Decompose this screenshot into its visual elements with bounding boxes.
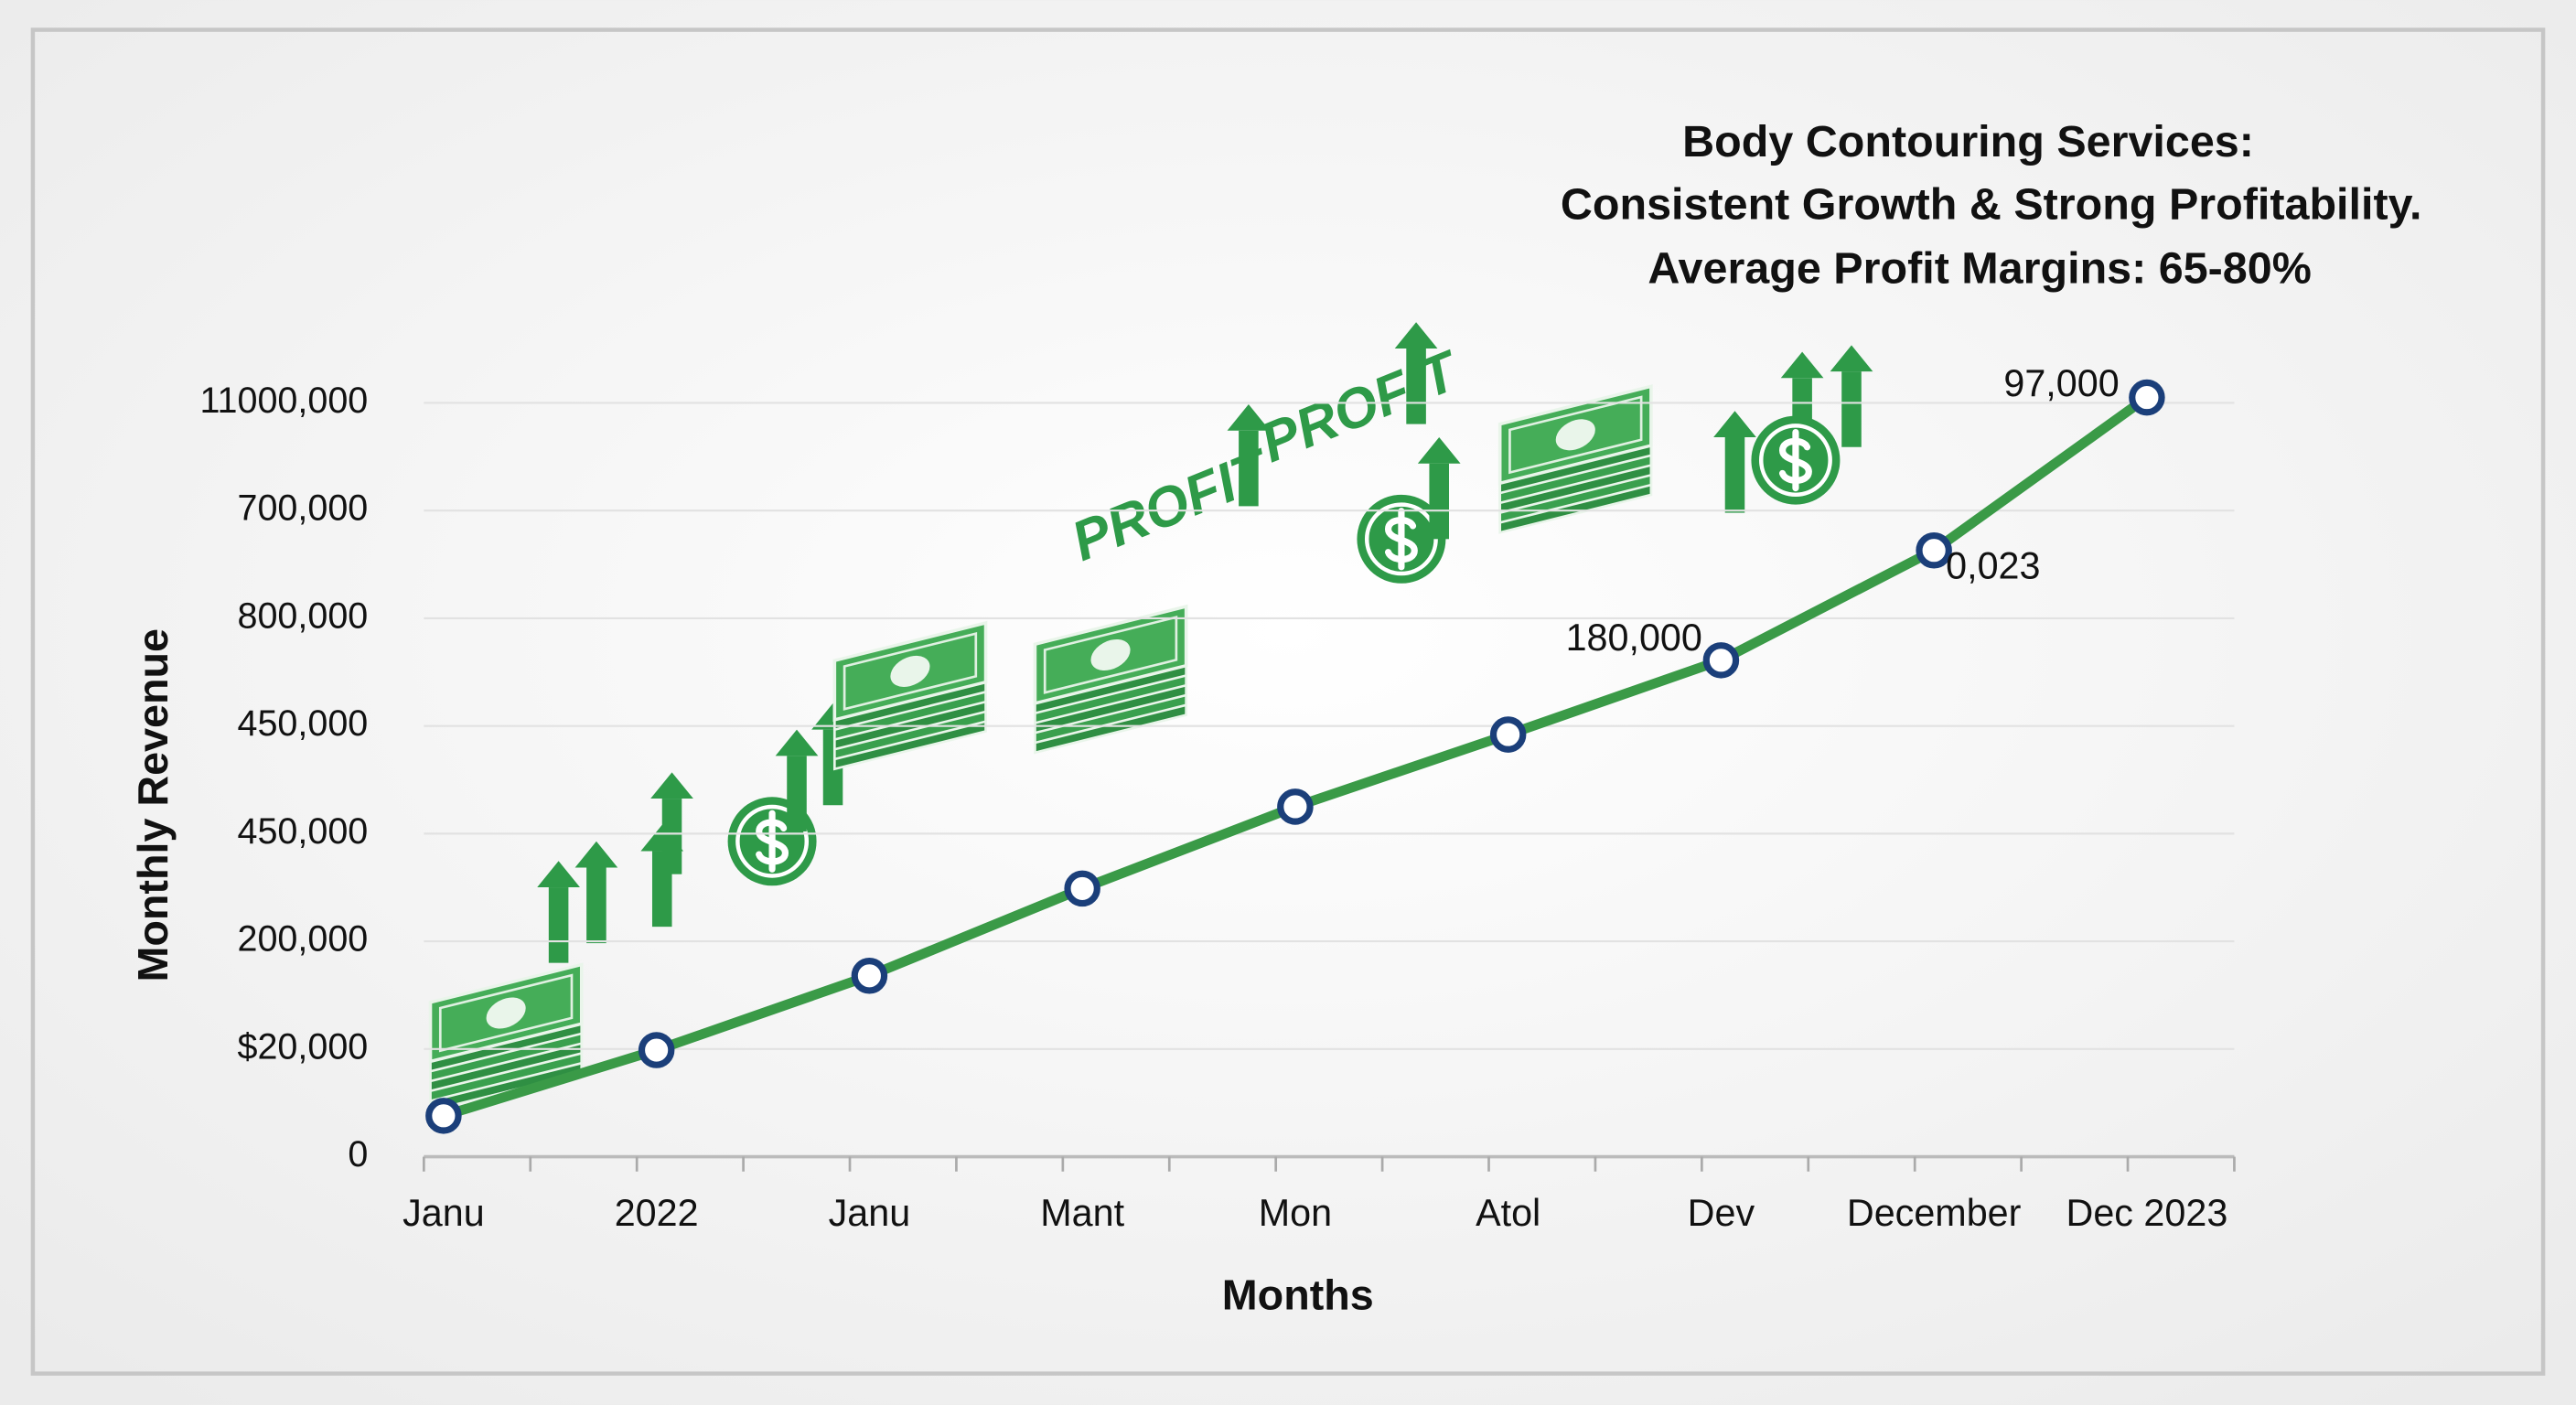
x-tick-label: Janu [829, 1192, 911, 1234]
y-tick-label: 700,000 [237, 488, 368, 529]
x-tick-label: Atol [1476, 1192, 1540, 1234]
x-tick-label: Dec 2023 [2066, 1192, 2228, 1234]
data-label: 97,000 [2003, 362, 2119, 404]
y-tick-label: 450,000 [237, 811, 368, 852]
data-point [851, 958, 888, 994]
chart-title: Body Contouring Services: [1682, 117, 2254, 166]
y-axis-title: Monthly Revenue [129, 628, 177, 982]
y-tick-label: 200,000 [237, 919, 368, 960]
data-label: 0,023 [1946, 544, 2040, 586]
data-point [1277, 788, 1314, 825]
data-point [1489, 716, 1527, 753]
y-tick-label: 800,000 [237, 595, 368, 636]
data-point [638, 1032, 675, 1068]
data-point [425, 1098, 462, 1134]
data-label: 180,000 [1566, 617, 1702, 659]
data-point [1064, 870, 1100, 907]
x-tick-label: 2022 [615, 1192, 699, 1234]
x-tick-label: Mant [1040, 1192, 1124, 1234]
x-tick-label: Mon [1259, 1192, 1332, 1234]
x-tick-label: Dev [1688, 1192, 1755, 1234]
frame [30, 27, 2546, 1376]
x-tick-label: December [1847, 1192, 2022, 1234]
y-tick-label: $20,000 [237, 1026, 368, 1067]
data-point [2129, 379, 2165, 416]
data-point [1916, 531, 1952, 569]
chart-title: Consistent Growth & Strong Profitability… [1561, 179, 2422, 229]
y-tick-label: 0 [348, 1134, 368, 1174]
y-tick-label: 11000,000 [199, 381, 368, 421]
x-axis-title: Months [1222, 1271, 1374, 1318]
data-point [1702, 642, 1740, 679]
y-tick-label: 450,000 [237, 703, 368, 744]
x-tick-label: Janu [402, 1192, 485, 1234]
coin-icon [1751, 416, 1840, 505]
chart-title: Average Profit Margins: 65-80% [1648, 243, 2311, 293]
